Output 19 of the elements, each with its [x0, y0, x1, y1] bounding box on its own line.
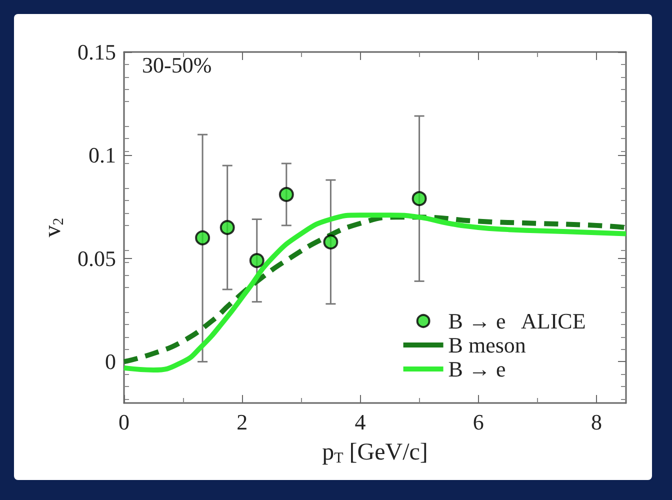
point [249, 253, 264, 268]
y-tick-label: 0 [105, 349, 116, 374]
legend-label: B → e ALICE [448, 308, 586, 334]
legend-label: B → e [448, 356, 506, 382]
y-tick-label: 0.1 [88, 142, 116, 168]
point [412, 191, 427, 206]
x-tick-label: 2 [236, 410, 248, 434]
point [278, 186, 294, 202]
annotation: 30-50% [142, 52, 212, 78]
point [195, 230, 210, 246]
x-tick-label: 6 [472, 410, 484, 434]
point [323, 234, 338, 250]
x-tick-label: 4 [354, 410, 366, 434]
y-tick-label: 0.05 [78, 246, 116, 271]
legend-label: B meson [448, 332, 526, 358]
x-tick-label: 8 [590, 410, 602, 434]
y-tick-label: 0.15 [78, 40, 116, 64]
point [220, 220, 235, 235]
y-axis-title: v2 [40, 218, 68, 238]
